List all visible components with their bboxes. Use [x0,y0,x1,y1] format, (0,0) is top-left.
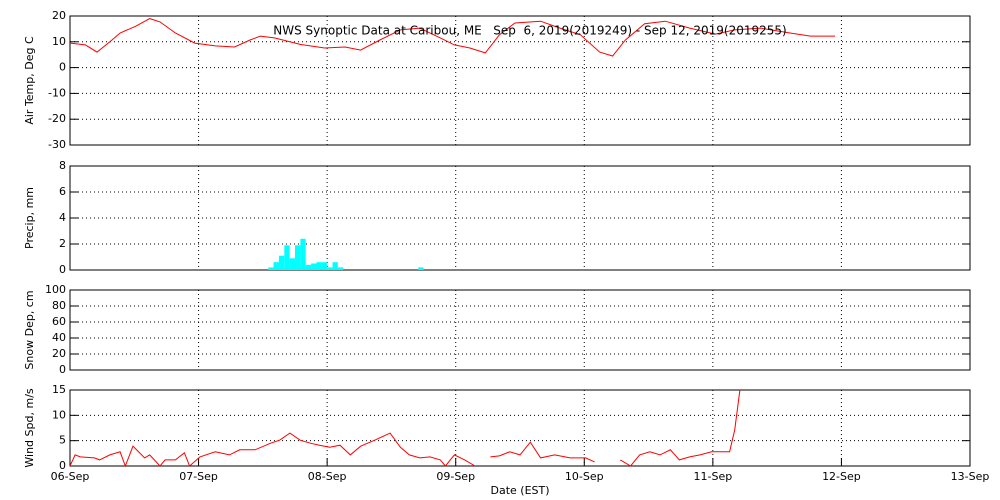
line [69,389,741,468]
y-tick-label: 2 [59,237,66,250]
x-tick-label: 11-Sep [694,470,733,483]
bar [273,262,279,270]
y-axis-label: Snow Dep, cm [23,290,36,369]
y-tick-label: 20 [52,347,66,360]
bar [305,264,312,270]
x-tick-label: 12-Sep [822,470,861,483]
panel: 0 20 40 60 80 100 Snow Dep, cm [23,283,971,376]
y-tick-label: 0 [59,263,66,276]
bar [337,267,344,270]
y-tick-label: 0 [59,459,66,472]
panel: -30 -20 -10 0 10 20 Air Temp, Deg C [23,9,971,151]
y-axis-label: Precip, mm [23,187,36,249]
y-axis-label: Air Temp, Deg C [23,36,36,125]
y-tick-label: 0 [59,363,66,376]
bar [316,262,322,270]
bar [311,263,317,270]
bar [300,238,306,270]
plot-frame [69,389,971,467]
bar [295,245,301,270]
y-tick-label: 40 [52,331,66,344]
plot-frame [69,289,971,371]
y-tick-label: 5 [59,434,66,447]
chart-title: NWS Synoptic Data at Caribou, ME Sep 6, … [273,24,786,38]
x-axis-label: Date (EST) [490,484,549,497]
y-tick-label: 15 [52,383,66,396]
x-tick-label: 09-Sep [436,470,475,483]
x-tick-label: 10-Sep [565,470,604,483]
bar [284,245,290,270]
y-axis-label: Wind Spd, m/s [23,388,36,468]
x-tick-label: 07-Sep [179,470,218,483]
y-tick-label: 10 [52,35,66,48]
y-tick-label: 80 [52,299,66,312]
y-tick-label: 20 [52,9,66,22]
bar [289,258,295,270]
bar [321,262,328,270]
x-tick-label: 13-Sep [951,470,990,483]
bar [332,262,338,270]
y-tick-label: 4 [59,211,66,224]
y-tick-label: -20 [48,112,66,125]
y-tick-label: 60 [52,315,66,328]
line [69,18,835,57]
x-tick-label: 08-Sep [308,470,347,483]
panel: 0 5 10 15 06-Sep 07-Sep 08-Sep 09-Sep 10-Sep 11-S… [23,383,989,497]
y-tick-label: 0 [59,61,66,74]
panel: 0 2 4 6 8 Precip, mm [23,159,971,276]
y-tick-label: 6 [59,185,66,198]
y-tick-label: 8 [59,159,66,172]
bar [327,267,333,270]
bar [268,267,274,270]
y-tick-label: -10 [48,86,66,99]
bar [278,255,285,270]
y-tick-label: -30 [48,138,66,151]
y-tick-label: 100 [45,283,66,296]
x-tick-label: 06-Sep [51,470,90,483]
bar [418,267,424,270]
y-tick-label: 10 [52,408,66,421]
